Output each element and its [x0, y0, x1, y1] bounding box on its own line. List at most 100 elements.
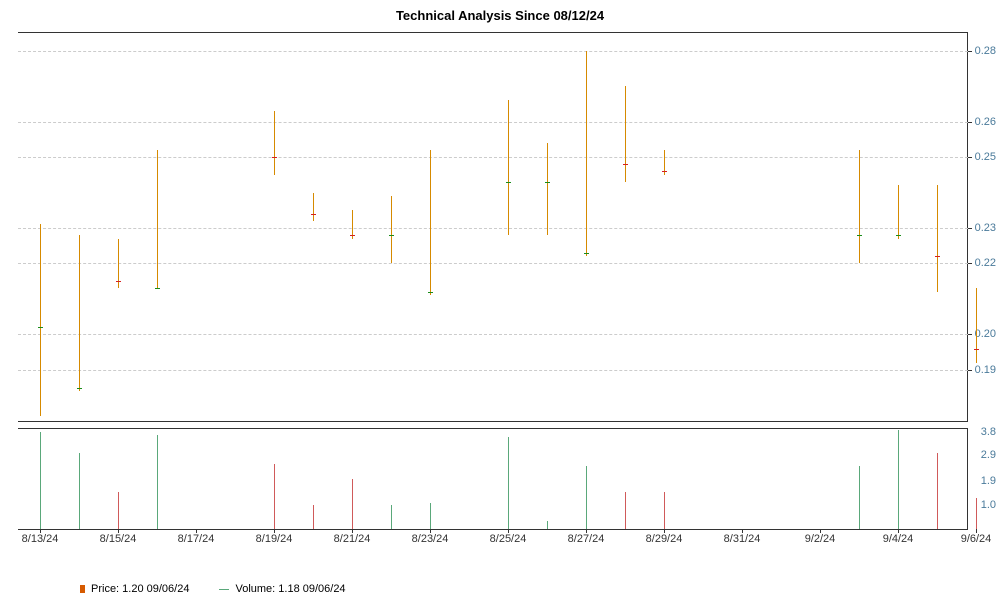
candle-body [38, 327, 43, 328]
candle-wick [508, 100, 509, 235]
candle-body [116, 281, 121, 282]
x-tick-label: 8/29/24 [646, 533, 683, 545]
legend-volume: Volume: 1.18 09/06/24 [219, 583, 345, 595]
volume-bar [79, 453, 80, 529]
volume-bar [40, 432, 41, 529]
x-tick-label: 8/21/24 [334, 533, 371, 545]
x-tick-label: 8/13/24 [22, 533, 59, 545]
volume-bar [430, 503, 431, 529]
x-tick-label: 8/27/24 [568, 533, 605, 545]
price-tick-label: 0.25 [975, 151, 996, 163]
price-tick-label: 0.20 [975, 328, 996, 340]
x-tick-label: 8/17/24 [178, 533, 215, 545]
volume-bar [898, 430, 899, 529]
x-tick-label: 9/6/24 [961, 533, 992, 545]
price-chart-area: 0.190.200.220.230.250.260.28 [18, 32, 968, 422]
volume-bar [313, 505, 314, 529]
volume-bar [664, 492, 665, 529]
volume-tick-label: 3.8 [981, 426, 996, 438]
x-tick-label: 8/15/24 [100, 533, 137, 545]
price-gridline [18, 334, 968, 335]
candle-body [584, 253, 589, 254]
price-tick-mark [968, 228, 972, 229]
candle-wick [937, 185, 938, 291]
price-gridline [18, 370, 968, 371]
candle-body [506, 182, 511, 183]
price-gridline [18, 228, 968, 229]
chart-title: Technical Analysis Since 08/12/24 [0, 8, 1000, 23]
volume-bar [937, 453, 938, 529]
price-gridline [18, 263, 968, 264]
volume-tick-label: 1.9 [981, 475, 996, 487]
candle-wick [547, 143, 548, 235]
volume-bar [859, 466, 860, 529]
price-tick-mark [968, 122, 972, 123]
candle-wick [430, 150, 431, 295]
candle-body [77, 388, 82, 389]
candle-wick [40, 224, 41, 415]
price-gridline [18, 122, 968, 123]
x-tick-label: 8/19/24 [256, 533, 293, 545]
candle-body [857, 235, 862, 236]
x-tick-label: 9/4/24 [883, 533, 914, 545]
price-tick-mark [968, 157, 972, 158]
legend-volume-label: Volume: 1.18 09/06/24 [235, 583, 345, 595]
volume-bar [586, 466, 587, 529]
candle-body [896, 235, 901, 236]
price-tick-label: 0.23 [975, 222, 996, 234]
candle-body [389, 235, 394, 236]
x-tick-label: 8/23/24 [412, 533, 449, 545]
candle-body [662, 171, 667, 172]
volume-chart-area: 1.01.92.93.88/13/248/15/248/17/248/19/24… [18, 428, 968, 530]
volume-bar [157, 435, 158, 529]
candle-wick [976, 288, 977, 362]
volume-tick-label: 1.0 [981, 499, 996, 511]
price-tick-mark [968, 51, 972, 52]
candle-wick [313, 193, 314, 221]
x-tick-label: 8/25/24 [490, 533, 527, 545]
volume-bar [547, 521, 548, 529]
price-tick-label: 0.26 [975, 116, 996, 128]
volume-tick-label: 2.9 [981, 449, 996, 461]
candle-wick [274, 111, 275, 175]
volume-bar [118, 492, 119, 529]
volume-bar [508, 437, 509, 529]
legend: Price: 1.20 09/06/24 Volume: 1.18 09/06/… [80, 583, 346, 595]
candle-body [155, 288, 160, 289]
candle-wick [157, 150, 158, 288]
legend-price: Price: 1.20 09/06/24 [80, 583, 189, 595]
price-tick-mark [968, 334, 972, 335]
volume-axis-right [967, 429, 968, 529]
candle-body [350, 235, 355, 236]
candle-body [623, 164, 628, 165]
candle-body [935, 256, 940, 257]
candle-wick [625, 86, 626, 182]
candle-wick [859, 150, 860, 263]
candle-body [545, 182, 550, 183]
chart-container: Technical Analysis Since 08/12/24 0.190.… [0, 0, 1000, 600]
legend-price-label: Price: 1.20 09/06/24 [91, 583, 189, 595]
candle-wick [898, 185, 899, 238]
candle-wick [586, 51, 587, 257]
volume-bar [391, 505, 392, 529]
volume-bar [976, 498, 977, 529]
x-tick-label: 8/31/24 [724, 533, 761, 545]
price-tick-mark [968, 263, 972, 264]
volume-bar [274, 464, 275, 529]
price-tick-mark [968, 370, 972, 371]
legend-price-swatch [80, 585, 85, 593]
price-tick-label: 0.22 [975, 257, 996, 269]
volume-bar [625, 492, 626, 529]
price-gridline [18, 51, 968, 52]
price-gridline [18, 157, 968, 158]
candle-wick [391, 196, 392, 263]
legend-volume-swatch [219, 589, 229, 590]
volume-bar [352, 479, 353, 529]
candle-body [974, 349, 979, 350]
x-tick-label: 9/2/24 [805, 533, 836, 545]
candle-body [272, 157, 277, 158]
price-tick-label: 0.19 [975, 364, 996, 376]
candle-body [311, 214, 316, 215]
candle-wick [79, 235, 80, 391]
price-tick-label: 0.28 [975, 45, 996, 57]
